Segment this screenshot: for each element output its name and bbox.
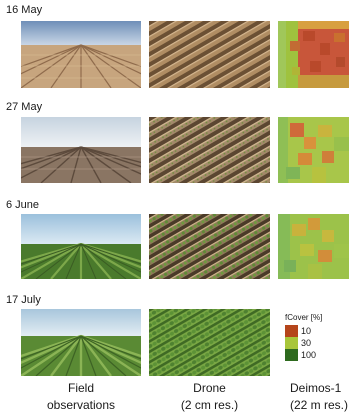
satellite-map-27-may bbox=[278, 117, 349, 183]
column-label-satellite-line2: (22 m res.) bbox=[290, 398, 349, 412]
legend-label-30: 30 bbox=[301, 338, 312, 348]
legend-swatch-100 bbox=[285, 349, 298, 361]
field-photo-27-may bbox=[21, 117, 141, 183]
satellite-map-16-may bbox=[278, 21, 349, 88]
column-label-satellite-line1: Deimos-1 bbox=[290, 381, 342, 395]
date-label-row-4: 17 July bbox=[6, 294, 41, 306]
column-label-field-line2: observations bbox=[46, 398, 116, 412]
drone-image-27-may bbox=[149, 117, 270, 183]
fcover-legend: fCover [%] 10 30 100 bbox=[285, 313, 322, 361]
column-label-satellite: Deimos-1 (22 m res.) bbox=[290, 380, 349, 414]
date-label-row-3: 6 June bbox=[6, 199, 40, 211]
date-label-row-1: 16 May bbox=[6, 4, 43, 16]
legend-label-10: 10 bbox=[301, 326, 312, 336]
field-photo-16-may bbox=[21, 21, 141, 88]
legend-item-100: 100 bbox=[285, 349, 322, 361]
satellite-map-6-june bbox=[278, 214, 349, 279]
drone-image-16-may bbox=[149, 21, 270, 88]
legend-swatch-30 bbox=[285, 337, 298, 349]
legend-swatch-10 bbox=[285, 325, 298, 337]
legend-label-100: 100 bbox=[301, 350, 317, 360]
column-label-field-line1: Field bbox=[67, 381, 94, 395]
column-label-drone-line2: (2 cm res.) bbox=[180, 398, 239, 412]
field-photo-17-july bbox=[21, 309, 141, 376]
date-label-row-2: 27 May bbox=[6, 101, 43, 113]
drone-image-6-june bbox=[149, 214, 270, 279]
field-photo-6-june bbox=[21, 214, 141, 279]
column-label-field: Field observations bbox=[21, 380, 141, 414]
column-label-drone: Drone (2 cm res.) bbox=[149, 380, 270, 414]
drone-image-17-july bbox=[149, 309, 270, 376]
column-label-drone-line1: Drone bbox=[193, 381, 226, 395]
legend-title: fCover [%] bbox=[285, 313, 323, 322]
legend-item-30: 30 bbox=[285, 337, 322, 349]
legend-item-10: 10 bbox=[285, 325, 322, 337]
